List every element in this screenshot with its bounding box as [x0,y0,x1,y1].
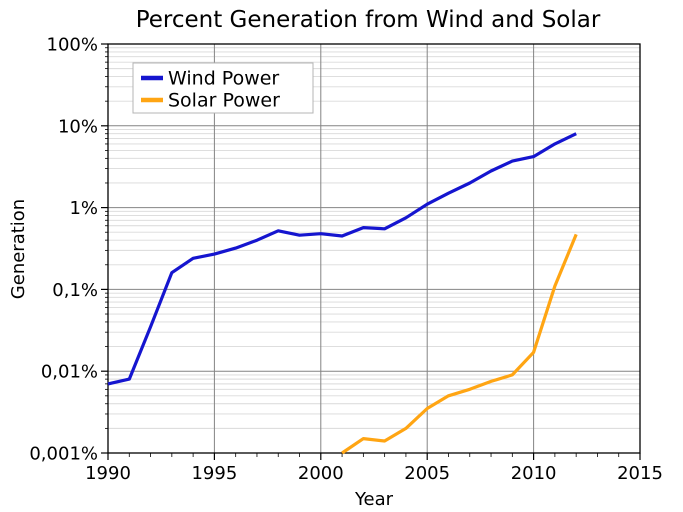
solar-power-legend-label: Solar Power [168,90,280,112]
y-tick-label: 0,1% [52,280,98,301]
axis-ticks [101,43,641,460]
y-tick-label: 0,001% [29,444,98,465]
x-tick-label: 2005 [404,463,450,484]
x-tick-label: 1995 [191,463,237,484]
wind-power-legend-label: Wind Power [168,68,279,90]
plot-frame [107,43,641,454]
legend-box [132,62,314,114]
y-tick-label: 0,01% [41,362,98,383]
legend-item-wind-power: Wind Power [141,68,279,90]
legend: Wind Power Solar Power [132,62,314,114]
major-gridlines [108,44,640,453]
x-tick-label: 1990 [85,463,131,484]
y-axis-label: Generation [8,199,29,299]
chart-title: Percent Generation from Wind and Solar [136,7,601,33]
y-tick-label: 1% [69,198,98,219]
x-tick-label: 2015 [617,463,663,484]
y-tick-label: 10% [58,116,98,137]
data-series [107,132,578,455]
tick-labels: 100% 10% 1% 0,1% 0,01% 0,001%1990 1995 2000 2005… [29,35,663,485]
plot-border [107,43,641,454]
x-tick-label: 2010 [511,463,557,484]
x-tick-label: 2000 [298,463,344,484]
wind-power-line [107,132,577,386]
x-axis-label: Year [354,489,394,510]
legend-item-solar-power: Solar Power [141,90,280,112]
solar-power-line [341,233,578,455]
y-tick-label: 100% [47,35,98,56]
